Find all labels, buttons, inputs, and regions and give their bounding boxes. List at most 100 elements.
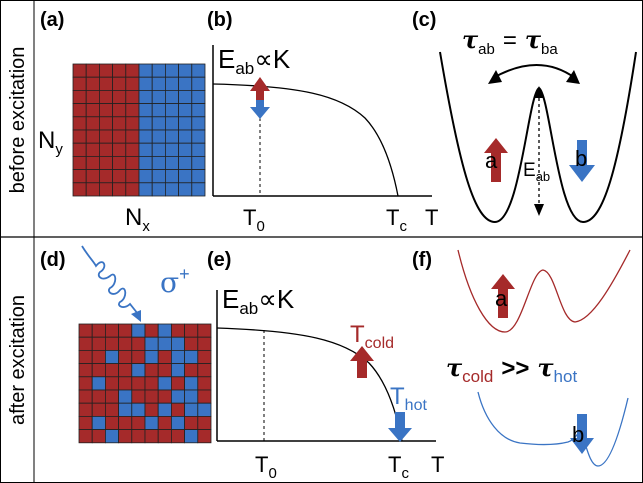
spin-cell bbox=[184, 323, 199, 338]
cold-well-potential bbox=[457, 249, 631, 333]
spin-cell bbox=[170, 349, 185, 364]
spin-cell bbox=[178, 182, 193, 197]
switching-arc bbox=[492, 64, 576, 79]
state-a-arrow bbox=[484, 138, 508, 182]
hot-state-arrow bbox=[388, 412, 412, 442]
spin-cell bbox=[131, 363, 146, 378]
spin-cell bbox=[151, 129, 166, 144]
spin-cell bbox=[151, 76, 166, 91]
spin-cell bbox=[125, 155, 140, 170]
panel-b: (b) Eab∝K T0 Tc T bbox=[207, 9, 438, 235]
cold-well-state-arrow bbox=[491, 274, 515, 318]
spin-cell bbox=[112, 116, 127, 131]
spin-cell bbox=[138, 76, 153, 91]
spin-cell bbox=[112, 155, 127, 170]
spin-cell bbox=[99, 142, 114, 157]
spin-cell bbox=[144, 323, 159, 338]
spin-cell bbox=[151, 116, 166, 131]
spin-cell bbox=[85, 63, 100, 78]
spin-cell bbox=[157, 402, 172, 417]
spin-cell bbox=[72, 182, 87, 197]
spin-cell bbox=[151, 182, 166, 197]
spin-cell bbox=[72, 76, 87, 91]
spin-cell bbox=[118, 402, 133, 417]
spin-cell bbox=[157, 415, 172, 430]
arc-arrowhead-right bbox=[566, 70, 580, 84]
spin-cell bbox=[72, 90, 87, 105]
spin-cell bbox=[184, 389, 199, 404]
spin-cell bbox=[197, 336, 212, 351]
spin-cell bbox=[178, 103, 193, 118]
spin-cell bbox=[191, 90, 206, 105]
spin-grid-disordered bbox=[78, 323, 212, 444]
lifetime-relation: τcold >> τhot bbox=[446, 353, 577, 386]
spin-cell bbox=[164, 63, 179, 78]
spin-cell bbox=[164, 76, 179, 91]
spin-cell bbox=[125, 76, 140, 91]
spin-cell bbox=[118, 323, 133, 338]
spin-cell bbox=[99, 76, 114, 91]
spin-cell bbox=[78, 323, 93, 338]
spin-cell bbox=[164, 103, 179, 118]
spin-cell bbox=[138, 90, 153, 105]
barrier-arrowhead-bottom bbox=[534, 204, 544, 216]
spin-cell bbox=[78, 389, 93, 404]
spin-cell bbox=[105, 336, 120, 351]
spin-cell bbox=[85, 129, 100, 144]
spin-cell bbox=[197, 376, 212, 391]
axis-x-label: Nx bbox=[125, 204, 150, 235]
spin-cell bbox=[78, 336, 93, 351]
t-hot-label: Thot bbox=[390, 383, 427, 414]
spin-cell bbox=[99, 129, 114, 144]
panel-a: (a) Ny Nx bbox=[38, 9, 206, 235]
spin-cell bbox=[99, 103, 114, 118]
spin-cell bbox=[112, 76, 127, 91]
spin-cell bbox=[85, 155, 100, 170]
spin-cell bbox=[164, 129, 179, 144]
spin-cell bbox=[112, 63, 127, 78]
spin-cell bbox=[170, 429, 185, 444]
panel-d-label: (d) bbox=[40, 249, 66, 271]
spin-cell bbox=[112, 103, 127, 118]
tick-tc: Tc bbox=[386, 205, 407, 235]
spin-cell bbox=[105, 363, 120, 378]
spin-cell bbox=[170, 376, 185, 391]
spin-cell bbox=[184, 349, 199, 364]
tick-t0: T0 bbox=[243, 205, 265, 235]
spin-cell bbox=[72, 103, 87, 118]
spin-cell bbox=[118, 389, 133, 404]
panel-e-title: Eab∝K bbox=[222, 284, 295, 318]
spin-cell bbox=[178, 90, 193, 105]
spin-cell bbox=[85, 103, 100, 118]
spin-cell bbox=[131, 323, 146, 338]
spin-cell bbox=[105, 376, 120, 391]
hot-well-state-label: b bbox=[572, 422, 584, 447]
spin-cell bbox=[170, 363, 185, 378]
spin-cell bbox=[144, 336, 159, 351]
spin-cell bbox=[91, 323, 106, 338]
spin-cell bbox=[72, 142, 87, 157]
spin-cell bbox=[184, 363, 199, 378]
spin-cell bbox=[138, 169, 153, 184]
spin-cell bbox=[78, 376, 93, 391]
spin-cell bbox=[91, 336, 106, 351]
tick-t-e: T bbox=[431, 452, 444, 477]
panel-c-label: (c) bbox=[412, 9, 436, 31]
spin-cell bbox=[197, 415, 212, 430]
spin-cell bbox=[151, 103, 166, 118]
spin-down-arrow bbox=[250, 100, 270, 119]
spin-cell bbox=[78, 363, 93, 378]
tick-tc-e: Tc bbox=[388, 452, 409, 482]
spin-cell bbox=[112, 169, 127, 184]
t-cold-label: Tcold bbox=[350, 321, 394, 352]
spin-cell bbox=[112, 142, 127, 157]
spin-cell bbox=[184, 429, 199, 444]
spin-cell bbox=[191, 63, 206, 78]
axis-y-label: Ny bbox=[38, 127, 63, 158]
spin-cell bbox=[184, 336, 199, 351]
spin-cell bbox=[157, 376, 172, 391]
spin-cell bbox=[131, 389, 146, 404]
spin-cell bbox=[125, 103, 140, 118]
spin-cell bbox=[105, 402, 120, 417]
spin-cell bbox=[197, 402, 212, 417]
